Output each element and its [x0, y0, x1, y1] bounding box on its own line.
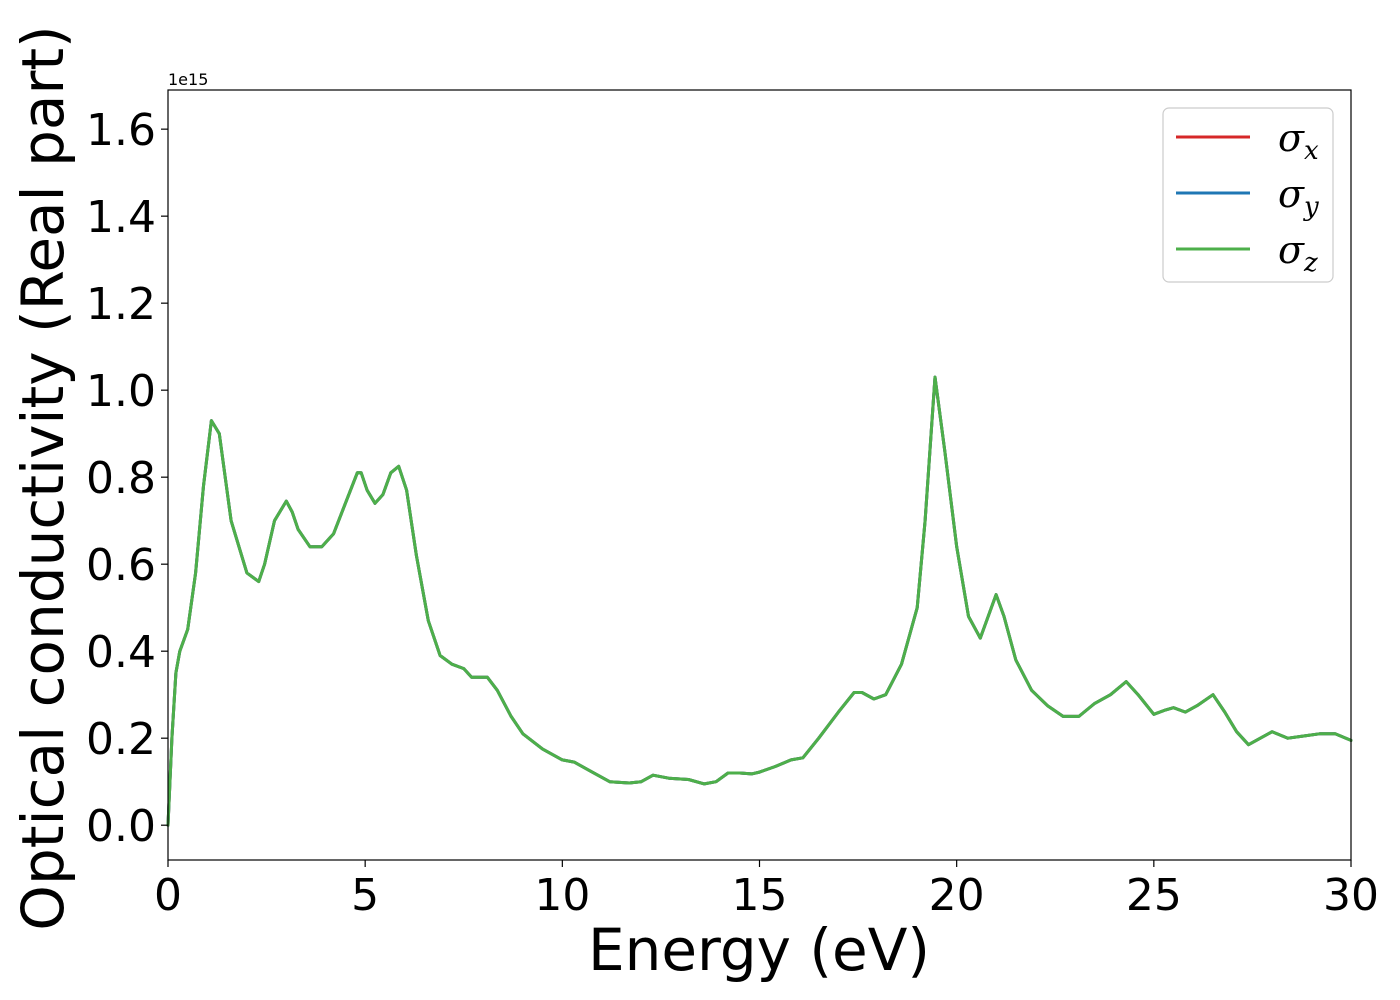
- y-tick-label: 1.6: [86, 105, 156, 156]
- series-layer: [166, 375, 1353, 827]
- y-tick-label: 0.0: [86, 801, 156, 852]
- y-offset-label: 1e15: [168, 70, 208, 89]
- y-tick-label: 0.8: [86, 453, 156, 504]
- x-tick-label: 25: [1126, 870, 1182, 921]
- x-axis-label: Energy (eV): [588, 916, 930, 984]
- x-tick-label: 20: [929, 870, 985, 921]
- x-axis-ticks: 0 5 10 15 20 25 30: [154, 860, 1379, 921]
- y-tick-label: 0.4: [86, 627, 156, 678]
- x-tick-label: 0: [154, 870, 182, 921]
- y-tick-label: 1.4: [86, 192, 156, 243]
- legend-box: [1162, 107, 1334, 283]
- series-line-2: [166, 375, 1353, 827]
- y-axis-ticks: 0.0 0.2 0.4 0.6 0.8 1.0 1.2 1.4 1.6: [86, 105, 168, 852]
- y-tick-label: 1.2: [86, 279, 156, 330]
- x-tick-label: 30: [1323, 870, 1379, 921]
- x-tick-label: 5: [351, 870, 379, 921]
- y-axis-label: Optical conductivity (Real part): [9, 25, 77, 930]
- x-tick-label: 15: [732, 870, 788, 921]
- y-tick-label: 1.0: [86, 366, 156, 417]
- y-tick-label: 0.6: [86, 540, 156, 591]
- x-tick-label: 10: [534, 870, 590, 921]
- y-tick-label: 0.2: [86, 714, 156, 765]
